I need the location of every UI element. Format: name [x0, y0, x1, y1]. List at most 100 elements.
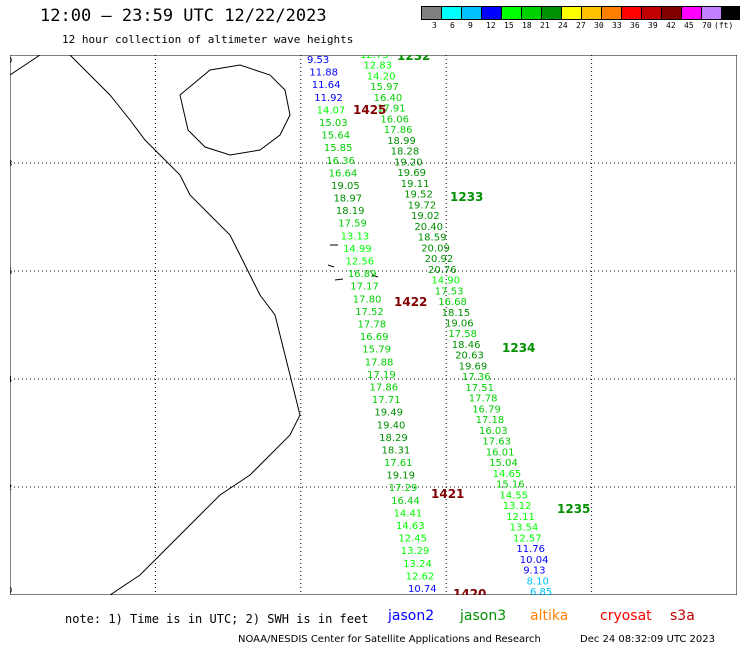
wave-height-value: 14.55	[499, 490, 528, 501]
hainan-island	[179, 64, 291, 156]
color-scale-label: 9	[468, 21, 473, 30]
vietnam-coast	[10, 55, 301, 595]
wave-height-value: 18.28	[391, 147, 420, 158]
wave-height-value: 12.56	[345, 257, 374, 268]
color-scale-label: 45	[684, 21, 694, 30]
wave-height-value: 15.85	[324, 143, 353, 154]
wave-height-value: 17.78	[469, 394, 498, 405]
wave-height-value: 15.64	[321, 131, 350, 142]
wave-height-value: 13.29	[401, 546, 430, 557]
color-swatch	[661, 6, 682, 20]
altimeter-track-east: 12.7312.8314.2015.9716.4017.9116.0617.86…	[360, 55, 552, 595]
wave-height-value: 19.06	[445, 319, 474, 330]
wave-height-value: 18.15	[442, 308, 471, 319]
wave-height-value: 19.72	[408, 200, 437, 211]
legend-entry: jason2	[388, 608, 435, 624]
color-scale-label: 18	[522, 21, 532, 30]
wave-height-value: 17.58	[448, 329, 477, 340]
map-frame	[10, 55, 737, 595]
wave-height-value: 20.92	[425, 254, 454, 265]
footnote: note: 1) Time is in UTC; 2) SWH is in fe…	[65, 612, 369, 626]
color-swatch	[481, 6, 502, 20]
pass-number-label: 1234	[502, 341, 535, 355]
wave-height-value: 12.57	[513, 533, 542, 544]
color-scale-label: 6	[450, 21, 455, 30]
wave-height-value: 20.63	[455, 351, 484, 362]
wave-height-value: 19.69	[459, 361, 488, 372]
wave-height-value: 8.10	[527, 576, 549, 587]
color-scale-label: 42	[666, 21, 676, 30]
color-scale-label: 27	[576, 21, 586, 30]
page-title: 12:00 — 23:59 UTC 12/22/2023	[40, 6, 327, 26]
wave-height-value: 19.19	[386, 471, 415, 482]
wave-height-value: 11.64	[312, 80, 341, 91]
color-scale-bar	[421, 6, 740, 20]
wave-height-value: 19.20	[394, 157, 423, 168]
wave-height-value: 19.69	[397, 168, 426, 179]
lat-tick-label: 14	[10, 375, 12, 384]
wave-height-value: 13.54	[510, 523, 539, 534]
wave-height-value: 17.80	[353, 294, 382, 305]
wave-height-value: 15.79	[362, 345, 391, 356]
color-swatch	[421, 6, 442, 20]
color-scale-label: 39	[648, 21, 658, 30]
wave-height-value: 6.85	[530, 587, 552, 595]
lat-tick-label: 18	[10, 159, 12, 168]
color-swatch	[541, 6, 562, 20]
wave-height-value: 17.18	[476, 415, 505, 426]
legend-entry: s3a	[670, 608, 695, 624]
wave-height-value: 17.86	[384, 125, 413, 136]
wave-height-value: 18.29	[379, 433, 408, 444]
wave-height-value: 18.99	[387, 136, 416, 147]
color-swatch	[601, 6, 622, 20]
wave-height-value: 17.53	[435, 286, 464, 297]
lat-tick-label: 10	[10, 586, 12, 595]
lat-tick-label: 20	[10, 56, 12, 65]
credit-line: NOAA/NESDIS Center for Satellite Applica…	[238, 634, 541, 645]
color-scale-label: (ft)	[714, 21, 734, 30]
color-scale-labels: 3 6 9 12 15 18 21 24 27 30 33 36 39 42 45 70 (ft)	[422, 21, 740, 33]
wave-height-value: 9.53	[307, 55, 329, 66]
wave-height-value: 18.46	[452, 340, 481, 351]
latitude-labels: 20 18 16 14 12 10	[10, 56, 12, 595]
color-swatch	[581, 6, 602, 20]
wave-height-value: 15.03	[319, 118, 348, 129]
color-swatch	[721, 6, 740, 20]
wave-height-value: 14.20	[367, 71, 396, 82]
wave-height-value: 17.86	[370, 382, 399, 393]
wave-height-value: 16.36	[326, 156, 355, 167]
wave-height-value: 13.24	[403, 559, 432, 570]
wave-height-value: 19.40	[377, 420, 406, 431]
generated-timestamp: Dec 24 08:32:09 UTC 2023	[580, 634, 715, 645]
color-swatch	[521, 6, 542, 20]
color-swatch	[701, 6, 722, 20]
wave-height-value: 14.07	[317, 105, 346, 116]
legend-entry: cryosat	[600, 608, 652, 624]
wave-height-value: 13.12	[503, 501, 532, 512]
wave-height-value: 17.52	[355, 307, 384, 318]
wave-height-value: 19.05	[331, 181, 360, 192]
wave-height-value: 17.59	[338, 219, 367, 230]
wave-height-value: 17.78	[358, 320, 387, 331]
pass-labels: 1232 1425 1233 1422 1234 1421 1235 1420	[353, 55, 590, 595]
wave-height-value: 12.83	[363, 61, 392, 72]
wave-height-value: 18.31	[382, 445, 411, 456]
wave-height-value: 12.62	[406, 571, 435, 582]
wave-height-value: 16.79	[472, 404, 501, 415]
wave-height-value: 14.41	[394, 508, 423, 519]
wave-height-value: 16.89	[348, 269, 377, 280]
color-swatch	[441, 6, 462, 20]
wave-height-value: 17.91	[377, 104, 406, 115]
wave-height-value: 20.40	[414, 222, 443, 233]
paracel-islands	[327, 244, 379, 281]
color-scale-label: 12	[486, 21, 496, 30]
wave-height-value: 14.63	[396, 521, 425, 532]
color-swatch	[621, 6, 642, 20]
wave-height-value: 17.51	[465, 383, 494, 394]
color-swatch	[561, 6, 582, 20]
wave-height-value: 16.03	[479, 426, 508, 437]
color-swatch	[501, 6, 522, 20]
wave-height-value: 13.13	[341, 231, 370, 242]
wave-height-value: 15.97	[370, 82, 399, 93]
